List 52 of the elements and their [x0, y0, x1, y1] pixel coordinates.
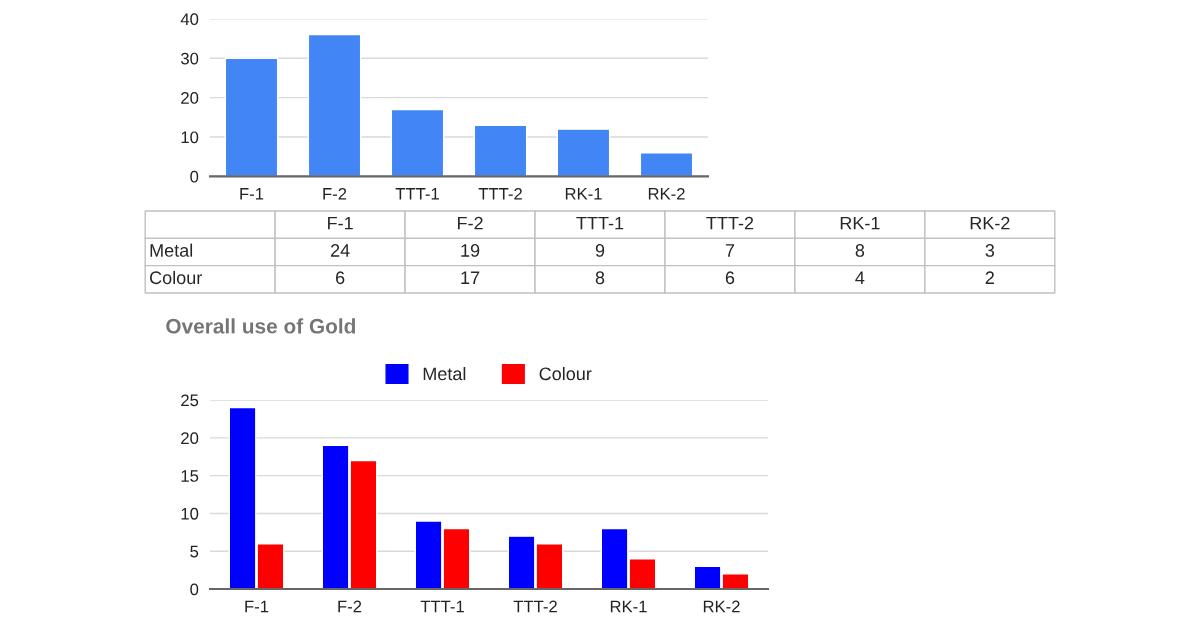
data-label: 4 — [855, 271, 865, 284]
data-label: 8 — [855, 244, 865, 257]
y-tick-label: 5 — [190, 545, 199, 558]
y-tick-label: 30 — [180, 52, 199, 65]
data-label: 8 — [595, 271, 605, 285]
x-tick-label: RK-1 — [610, 600, 647, 613]
bar — [390, 108, 445, 177]
bar — [307, 33, 362, 177]
category-label: RK-2 — [970, 216, 1010, 230]
data-label: 7 — [725, 244, 735, 257]
x-tick-label: RK-2 — [648, 187, 685, 200]
x-tick-label: TTT-2 — [478, 187, 522, 200]
data-label: 17 — [461, 271, 480, 284]
y-tick-label: 0 — [190, 170, 199, 183]
bar — [473, 124, 528, 177]
x-tick-label: TTT-2 — [513, 600, 557, 613]
chart-title: Overall use of Gold — [166, 318, 356, 334]
x-tick-label: TTT-1 — [395, 188, 439, 200]
category-label: F-1 — [328, 216, 353, 230]
text: Metal — [150, 243, 193, 257]
y-tick-label: 0 — [190, 583, 199, 596]
text: Colour — [150, 270, 202, 285]
data-label: 19 — [461, 244, 480, 257]
data-label: 6 — [725, 271, 735, 285]
x-tick-label: F-2 — [338, 600, 362, 613]
bar — [224, 57, 279, 177]
bar — [639, 152, 694, 177]
data-label: 6 — [336, 271, 345, 285]
y-tick-label: 10 — [181, 507, 199, 520]
category-label: RK-1 — [840, 216, 880, 230]
x-tick-label: TTT-1 — [420, 600, 464, 613]
x-tick-label: F-1 — [245, 600, 269, 613]
y-tick-label: 20 — [181, 432, 199, 445]
x-tick-label: RK-1 — [565, 188, 602, 200]
data-label: 3 — [985, 244, 995, 257]
data-label: 2 — [985, 271, 994, 284]
data-label: 24 — [330, 244, 350, 257]
data-label: 9 — [595, 244, 605, 257]
legend-label: Metal — [423, 366, 466, 381]
y-tick-label: 20 — [181, 92, 199, 104]
category-label: TTT-2 — [706, 216, 754, 230]
y-tick-label: 40 — [180, 13, 199, 26]
legend-label: Colour — [539, 366, 592, 381]
x-tick-label: F-2 — [323, 187, 347, 200]
y-tick-label: 10 — [181, 131, 199, 144]
category-label: TTT-1 — [576, 216, 624, 230]
y-tick-label: 25 — [181, 394, 199, 407]
x-tick-label: F-1 — [240, 188, 264, 200]
x-tick-label: RK-2 — [703, 600, 740, 613]
category-label: F-2 — [458, 216, 483, 230]
y-tick-label: 15 — [181, 470, 199, 482]
bar — [556, 128, 611, 177]
